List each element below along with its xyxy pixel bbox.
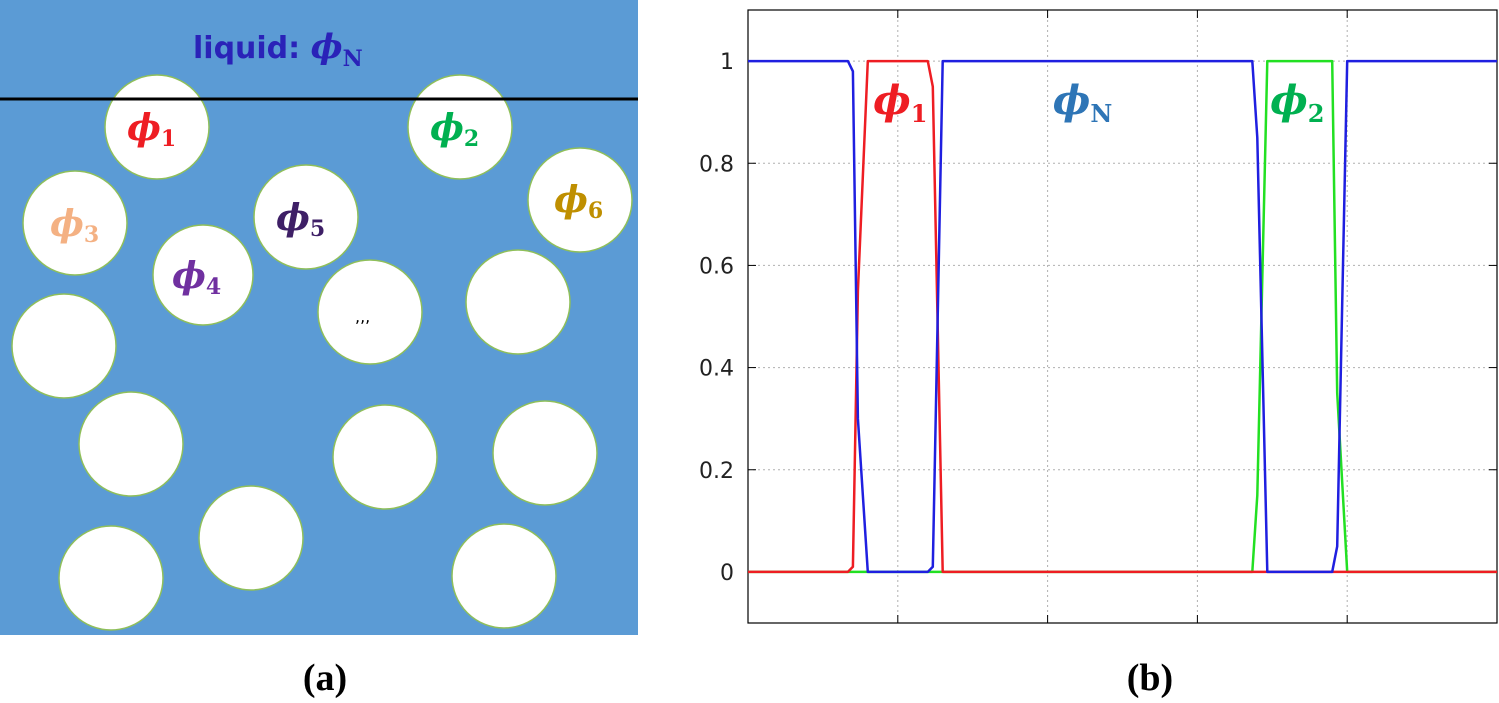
particle-phi3 bbox=[22, 170, 128, 276]
plot-frame bbox=[747, 9, 1498, 624]
particle bbox=[492, 400, 598, 506]
series-annotation: ϕ1 bbox=[873, 77, 927, 128]
particle bbox=[332, 404, 438, 510]
ellipsis-label: ,,, bbox=[355, 307, 370, 326]
liquid-label: liquid: ϕN bbox=[193, 27, 363, 72]
phi6-label: ϕ6 bbox=[554, 179, 603, 224]
particle-phi6 bbox=[527, 147, 633, 253]
phi5-label: ϕ5 bbox=[276, 197, 325, 242]
phi4-label: ϕ4 bbox=[172, 255, 221, 300]
series-annotation: ϕN bbox=[1053, 77, 1113, 128]
panel-b: 1 0.8 0.6 0.4 0.2 0 ϕ1 ϕN ϕ2 (b) bbox=[699, 9, 1498, 699]
particle bbox=[465, 249, 571, 355]
phi2-label: ϕ2 bbox=[430, 107, 479, 152]
series-line-ϕN bbox=[748, 59, 1497, 574]
particle bbox=[11, 293, 117, 399]
series-line-ϕ2 bbox=[748, 59, 1497, 574]
phi1-label: ϕ1 bbox=[127, 107, 176, 152]
particle-phi5 bbox=[253, 164, 359, 270]
panel-a: liquid: ϕN ϕ1 ϕ2 ϕ3 ϕ4 ϕ5 ϕ6 ,,, (a) bbox=[0, 0, 638, 699]
y-tick-label: 0.4 bbox=[699, 357, 734, 382]
y-tick-label: 1 bbox=[720, 50, 734, 75]
series-annotation: ϕ2 bbox=[1270, 77, 1324, 128]
particle-phi1 bbox=[104, 74, 210, 180]
y-tick-label: 0 bbox=[720, 561, 734, 586]
panel-a-label: (a) bbox=[303, 657, 347, 699]
particle-phi2 bbox=[407, 74, 513, 180]
particle bbox=[198, 485, 304, 591]
phi3-label: ϕ3 bbox=[50, 203, 99, 248]
y-tick-label: 0.8 bbox=[699, 152, 734, 177]
particle-phi4 bbox=[152, 224, 254, 326]
particle bbox=[451, 523, 557, 629]
y-tick-label: 0.2 bbox=[699, 459, 734, 484]
series-line-ϕ1 bbox=[748, 59, 1497, 574]
panel-b-label: (b) bbox=[1127, 657, 1173, 699]
particle bbox=[78, 391, 184, 497]
y-tick-label: 0.6 bbox=[699, 254, 734, 279]
particle-ellipsis bbox=[317, 259, 423, 365]
particle bbox=[58, 525, 164, 631]
